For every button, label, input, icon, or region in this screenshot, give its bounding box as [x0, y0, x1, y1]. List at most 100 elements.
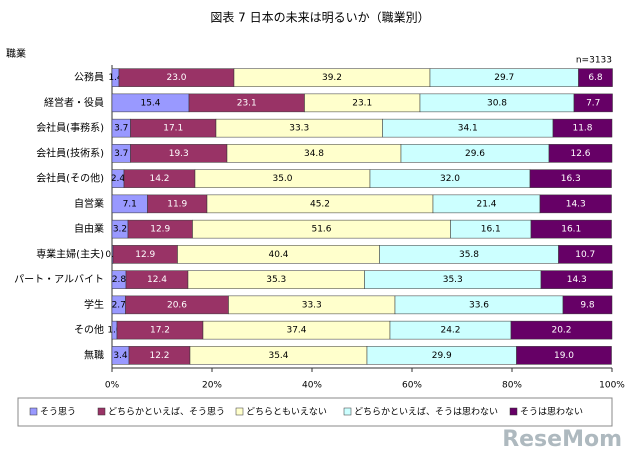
- y-tick-label: 自営業: [74, 197, 104, 210]
- value-label: 29.7: [494, 73, 514, 83]
- y-tick-label: 公務員: [74, 71, 104, 84]
- value-label: 29.9: [432, 351, 452, 361]
- value-label: 9.8: [580, 300, 595, 310]
- value-label: 6.8: [588, 73, 603, 83]
- value-label: 35.3: [443, 275, 463, 285]
- legend-swatch: [343, 407, 352, 416]
- value-label: 3.4: [113, 351, 128, 361]
- value-label: 10.7: [575, 250, 595, 260]
- value-label: 2.7: [112, 300, 126, 310]
- bar-segment: [562, 295, 613, 315]
- value-label: 17.1: [163, 124, 183, 134]
- value-label: 16.3: [561, 174, 581, 184]
- bar-segment: [516, 346, 612, 365]
- value-label: 2.8: [112, 275, 127, 285]
- value-label: 35.8: [459, 250, 479, 260]
- value-label: 29.6: [465, 149, 485, 159]
- value-label: 7.7: [586, 98, 600, 108]
- bar-segment: [552, 118, 613, 138]
- value-label: 0.2: [105, 250, 119, 260]
- legend-label: どちらともいえない: [246, 407, 327, 418]
- value-label: 39.2: [322, 73, 342, 83]
- value-label: 14.3: [567, 275, 587, 285]
- y-tick-label: 会社員(事務系): [36, 121, 104, 134]
- value-label: 12.4: [147, 275, 167, 285]
- value-label: 35.3: [266, 275, 286, 285]
- value-label: 12.9: [150, 225, 170, 235]
- value-label: 11.9: [167, 199, 187, 209]
- bar-segment: [540, 270, 613, 289]
- value-label: 12.6: [570, 149, 590, 159]
- y-tick-label: 専業主婦(主夫): [36, 247, 104, 260]
- bar-segment: [529, 169, 612, 188]
- bar-segment: [558, 245, 613, 264]
- value-label: 51.6: [311, 225, 331, 235]
- watermark: ReseMom: [502, 427, 622, 452]
- value-label: 34.1: [458, 124, 478, 134]
- legend-label: どちらかといえば、そうは思わない: [354, 407, 498, 418]
- y-axis-label: 職業: [6, 47, 26, 60]
- value-label: 20.6: [167, 300, 187, 310]
- value-label: 2.4: [111, 174, 126, 184]
- y-tick-label: その他: [74, 323, 104, 336]
- value-label: 1.0: [107, 326, 122, 336]
- value-label: 20.2: [551, 326, 571, 336]
- y-tick-label: 会社員(技術系): [36, 146, 104, 159]
- legend-swatch: [235, 407, 244, 416]
- legend-label: そうは思わない: [520, 407, 583, 418]
- value-label: 12.2: [149, 351, 169, 361]
- y-tick-label: 自由業: [74, 222, 104, 235]
- value-label: 24.2: [440, 326, 460, 336]
- value-label: 3.7: [114, 149, 128, 159]
- x-tick-label: 60%: [402, 381, 422, 391]
- value-label: 1.4: [108, 73, 123, 83]
- x-tick-label: 0%: [105, 381, 120, 391]
- y-tick-label: 会社員(その他): [36, 172, 104, 185]
- value-label: 3.7: [114, 124, 128, 134]
- value-label: 15.4: [140, 98, 160, 108]
- value-label: 40.4: [268, 250, 288, 260]
- x-tick-label: 40%: [302, 381, 322, 391]
- x-tick-label: 100%: [599, 381, 625, 391]
- value-label: 35.4: [268, 351, 288, 361]
- y-tick-label: パート・アルバイト: [14, 274, 104, 286]
- legend-label: どちらかといえば、そう思う: [108, 407, 225, 418]
- bar-segment: [548, 144, 613, 163]
- bar-segment: [578, 68, 613, 87]
- bar-segment: [510, 320, 613, 340]
- value-label: 23.0: [166, 73, 186, 83]
- bar-segment: [530, 219, 612, 239]
- legend-swatch: [97, 407, 106, 416]
- value-label: 35.0: [272, 174, 292, 184]
- y-tick-label: 学生: [84, 298, 104, 311]
- legend-box: [17, 397, 613, 427]
- bar-segment: [539, 194, 612, 214]
- value-label: 30.8: [487, 98, 507, 108]
- value-label: 33.3: [302, 300, 322, 310]
- value-label: 19.0: [554, 351, 574, 361]
- value-label: 14.2: [149, 174, 169, 184]
- value-label: 23.1: [237, 98, 257, 108]
- value-label: 37.4: [286, 326, 306, 336]
- chart-title: 図表 7 日本の未来は明るいか（職業別）: [210, 11, 429, 25]
- x-tick-label: 80%: [502, 381, 522, 391]
- value-label: 33.3: [289, 124, 309, 134]
- value-label: 14.3: [566, 199, 586, 209]
- value-label: 16.1: [481, 225, 501, 235]
- value-label: 23.1: [352, 98, 372, 108]
- value-label: 45.2: [310, 199, 330, 209]
- value-label: 16.1: [561, 225, 581, 235]
- value-label: 17.2: [150, 326, 170, 336]
- value-label: 11.8: [572, 124, 592, 134]
- x-tick-label: 20%: [202, 381, 222, 391]
- value-label: 12.9: [135, 250, 155, 260]
- value-label: 19.3: [169, 149, 189, 159]
- value-label: 33.6: [469, 300, 489, 310]
- legend-swatch: [509, 407, 518, 416]
- legend-swatch: [29, 407, 38, 416]
- value-label: 34.8: [304, 149, 324, 159]
- annotation: n=3133: [576, 56, 612, 66]
- y-tick-label: 経営者・役員: [44, 96, 104, 109]
- legend-label: そう思う: [40, 407, 76, 418]
